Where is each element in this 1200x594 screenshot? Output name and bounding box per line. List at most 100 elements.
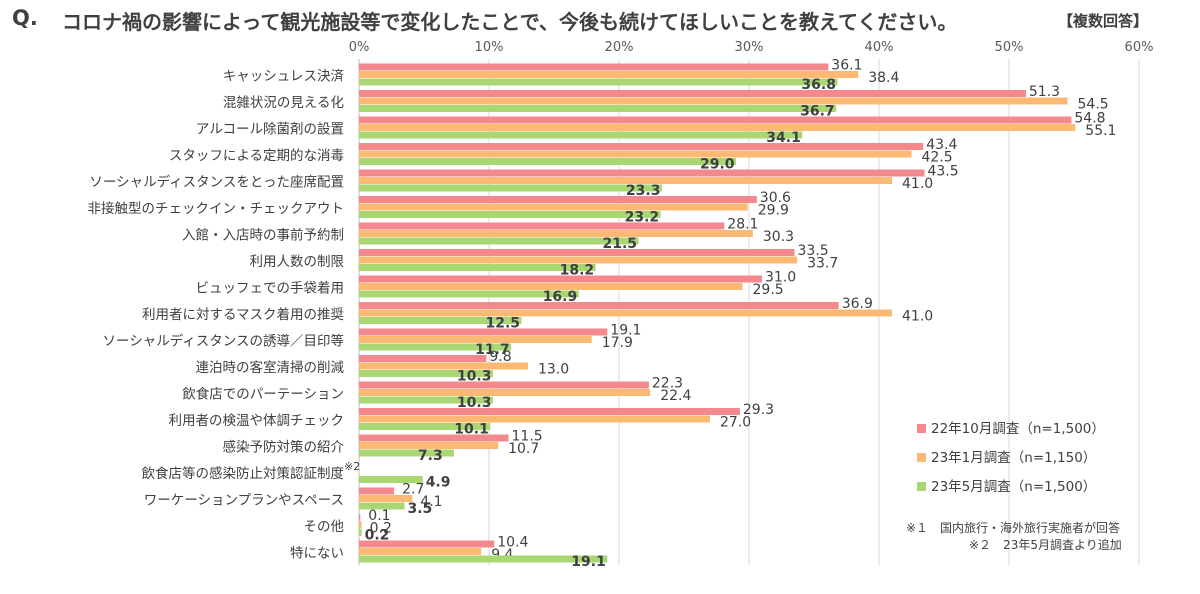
category-label: 連泊時の客室清掃の削減 (196, 359, 345, 376)
data-label: 29.5 (753, 282, 784, 298)
data-label: 55.1 (1085, 123, 1116, 139)
bar (359, 211, 661, 218)
bar (359, 143, 924, 150)
data-label: 12.5 (486, 316, 521, 332)
data-label: 17.9 (602, 335, 633, 351)
bar (359, 423, 491, 430)
legend-swatch (917, 424, 926, 433)
data-label: 22.3 (652, 376, 683, 392)
bar (359, 389, 651, 396)
x-tick-label: 50% (995, 40, 1024, 55)
bar (359, 222, 725, 230)
bar (359, 230, 753, 237)
category-note: ※2 (344, 460, 360, 473)
data-label: 3.5 (408, 501, 433, 517)
data-label: 18.2 (560, 263, 595, 279)
bar (359, 381, 649, 389)
category-label: 感染予防対策の紹介 (223, 438, 345, 455)
category-label: その他 (304, 519, 345, 535)
data-label: 36.1 (831, 58, 862, 74)
x-tick-label: 60% (1125, 40, 1154, 55)
data-label: 22.4 (660, 388, 691, 404)
data-label: 33.5 (798, 243, 829, 259)
bar (359, 555, 608, 563)
x-tick-label: 30% (735, 40, 764, 55)
bar (359, 71, 859, 78)
data-label: 10.1 (454, 422, 489, 438)
title-prefix: Q. (12, 6, 38, 30)
chart-title-tag: 【複数回答】 (1058, 12, 1149, 30)
category-label: キャッシュレス決済 (223, 68, 345, 84)
bar (359, 540, 495, 548)
data-label: 23.3 (626, 183, 661, 199)
bar (359, 290, 579, 298)
data-label: 10.4 (497, 535, 528, 551)
bar (359, 317, 522, 324)
bar (359, 169, 925, 177)
bar (359, 529, 362, 536)
data-label: 30.6 (760, 190, 791, 206)
data-label: 36.8 (801, 77, 836, 93)
data-label: 19.1 (571, 554, 606, 570)
bar (359, 283, 743, 290)
bar (359, 476, 423, 483)
category-label: 入館・入店時の事前予約制 (182, 226, 344, 243)
bar (359, 415, 710, 423)
bar (359, 177, 892, 184)
bar (359, 514, 361, 521)
category-label: ビュッフェでの手袋着用 (196, 279, 345, 296)
bar (359, 408, 740, 415)
data-label: 0.2 (370, 521, 392, 537)
data-label: 41.0 (902, 309, 933, 325)
bar (359, 502, 405, 510)
legend-swatch (917, 453, 926, 462)
bar (359, 196, 757, 203)
footnote-2: ※２ 23年5月調査より追加 (969, 538, 1122, 552)
data-label: 29.3 (743, 402, 774, 418)
bar (359, 116, 1072, 124)
data-label: 11.7 (475, 342, 510, 358)
category-label: アルコール除菌剤の設置 (196, 121, 344, 137)
data-label: 31.0 (765, 270, 796, 286)
category-label: 非接触型のチェックイン・チェックアウト (88, 200, 345, 217)
data-label: 7.3 (418, 448, 443, 464)
x-tick-label: 20% (605, 40, 634, 55)
bar (359, 150, 912, 158)
data-label: 29.0 (700, 157, 735, 173)
bar (359, 396, 493, 404)
data-label: 0.2 (365, 528, 390, 544)
bar (359, 184, 662, 192)
bar (359, 343, 512, 351)
data-label: 54.8 (1074, 111, 1105, 127)
bar (359, 63, 829, 71)
data-label: 9.8 (489, 349, 511, 365)
category-label: 利用者に対するマスク着用の推奨 (142, 306, 344, 323)
data-label: 36.7 (800, 104, 835, 120)
data-label: 2.7 (402, 482, 424, 498)
data-label: 42.5 (922, 150, 953, 166)
category-label: ソーシャルディスタンスをとった座席配置 (89, 173, 344, 190)
data-label: 19.1 (610, 323, 641, 339)
bar (359, 336, 592, 343)
legend-label: 22年10月調査（n=1,500） (931, 421, 1105, 437)
legend-swatch (917, 482, 926, 491)
bar (359, 105, 837, 112)
bar (359, 249, 795, 256)
bar (359, 487, 395, 495)
data-label: 43.5 (928, 164, 959, 180)
category-label: 特にない (290, 545, 344, 561)
bar (359, 370, 493, 377)
bar (359, 264, 596, 271)
x-tick-label: 40% (865, 40, 894, 55)
data-label: 33.7 (807, 256, 838, 272)
chart-title: コロナ禍の影響によって観光施設等で変化したことで、今後も続けてほしいことを教えて… (62, 10, 958, 34)
bar (359, 97, 1068, 105)
data-label: 23.2 (625, 210, 660, 226)
bar (359, 256, 798, 264)
data-label: 10.3 (457, 395, 492, 411)
data-label: 10.7 (508, 441, 539, 457)
bar (359, 309, 892, 317)
data-label: 36.9 (842, 296, 873, 312)
category-label: 混雑状況の見える化 (223, 95, 344, 111)
